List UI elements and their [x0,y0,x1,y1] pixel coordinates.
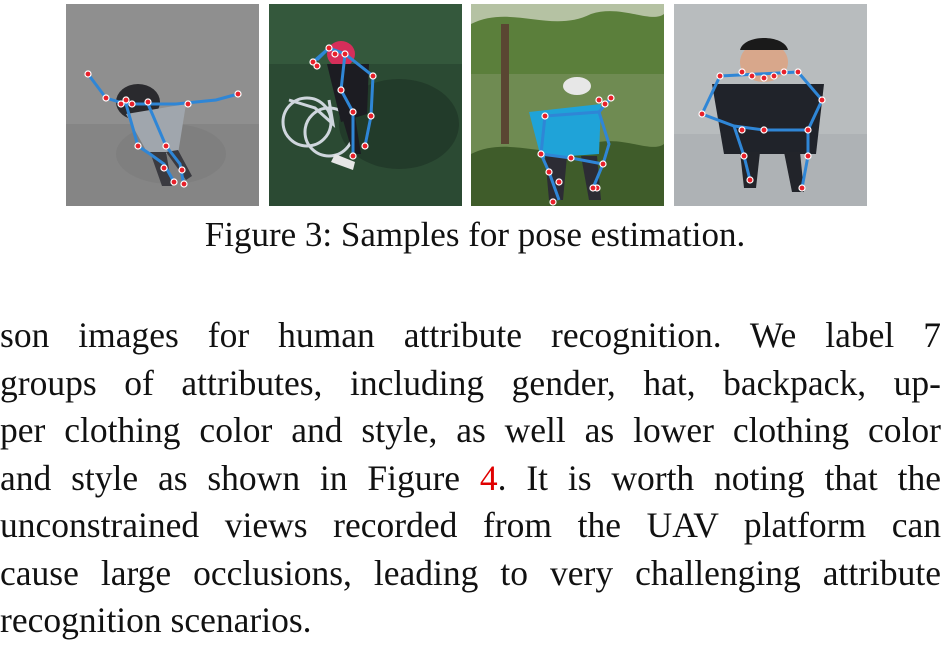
paragraph-line-1: son images for human attribute recogniti… [0,315,941,355]
pose-keypoints-3 [537,94,615,206]
figure-4-reference-link[interactable]: 4 [479,457,498,498]
body-paragraph: son images for human attribute recogniti… [0,312,941,645]
figure-caption-text: Samples for pose estimation. [340,215,746,254]
paragraph-line-7: recognition scenarios. [0,600,312,640]
pose-sample-image-1 [66,4,259,206]
pose-figure: Figure 3: Samples for pose estimation. [0,0,950,260]
figure-caption: Figure 3: Samples for pose estimation. [0,212,950,258]
pose-sample-image-2 [269,4,462,206]
paragraph-line-5: unconstrained views recorded from the UA… [0,505,941,545]
pose-sample-image-3 [471,4,664,206]
paragraph-line-3: per clothing color and style, as well as… [0,410,941,450]
paragraph-line-4-start: and style as shown in Figure [0,457,480,498]
pose-keypoints-4 [698,68,826,192]
paragraph-line-2: groups of attributes, including gender, … [0,362,941,403]
figure-label: Figure 3: [204,215,333,254]
pose-keypoints-1 [84,70,242,188]
pose-keypoints-2 [309,44,377,160]
pose-sample-image-4 [674,4,867,206]
paragraph-line-4-end: . It is worth noting that the [497,457,941,498]
paragraph-line-6: cause large occlusions, leading to very … [0,552,941,593]
paragraph-line-4: and style as shown in Figure 4. It is wo… [0,455,941,503]
